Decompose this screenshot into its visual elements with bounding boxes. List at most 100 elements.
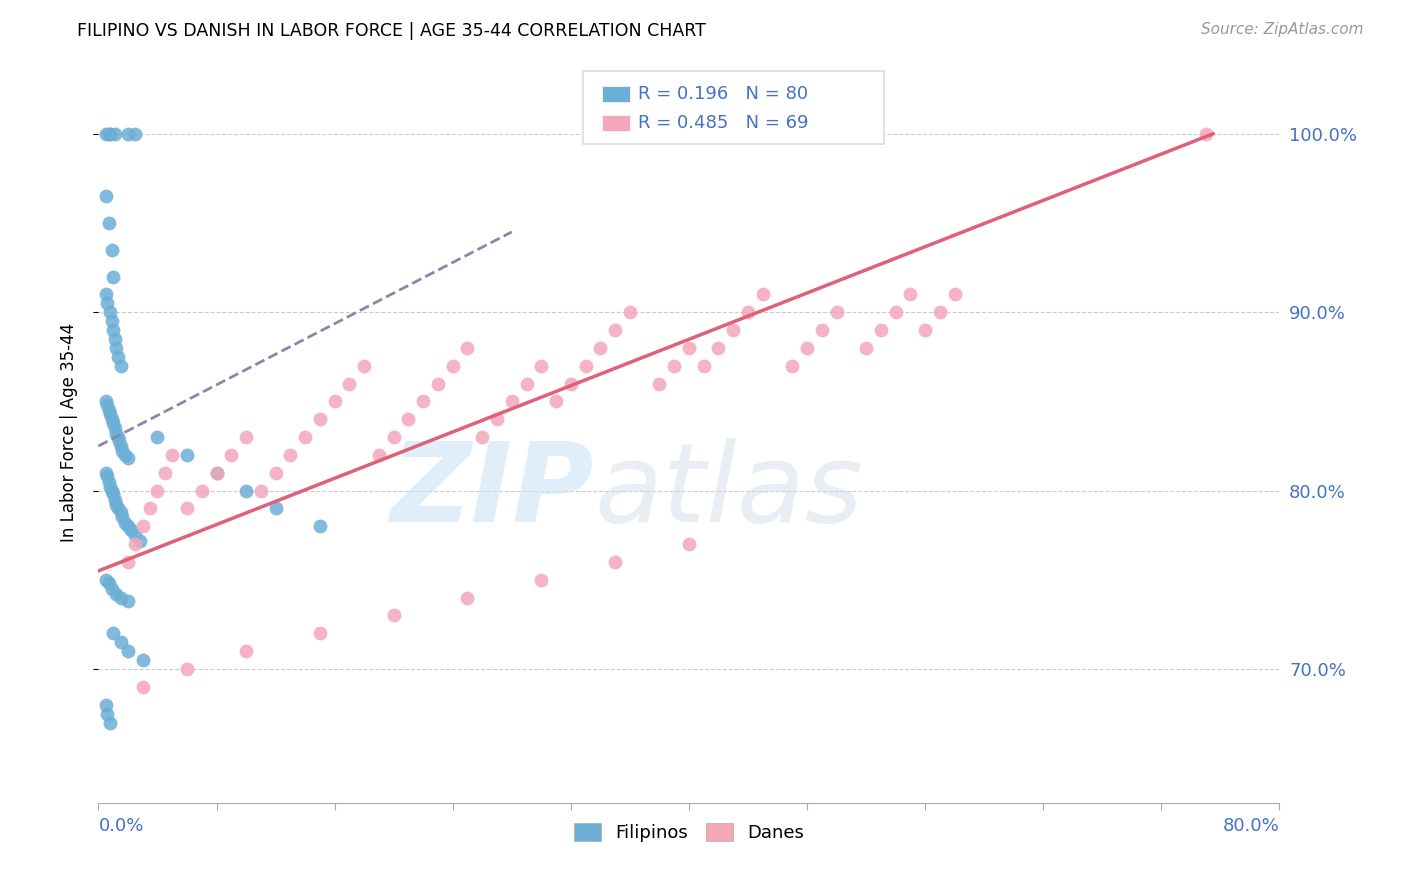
Point xyxy=(855,341,877,355)
Point xyxy=(560,376,582,391)
Point xyxy=(176,662,198,676)
Point xyxy=(94,189,117,203)
Text: FILIPINO VS DANISH IN LABOR FORCE | AGE 35-44 CORRELATION CHART: FILIPINO VS DANISH IN LABOR FORCE | AGE … xyxy=(77,22,706,40)
Text: R = 0.485   N = 69: R = 0.485 N = 69 xyxy=(638,114,808,132)
Point xyxy=(124,528,146,542)
Point xyxy=(752,287,775,301)
Point xyxy=(96,706,118,721)
Point xyxy=(111,510,134,524)
Point xyxy=(235,644,257,658)
Legend: Filipinos, Danes: Filipinos, Danes xyxy=(567,816,811,849)
Point xyxy=(104,127,127,141)
Point xyxy=(605,555,627,569)
Point xyxy=(103,626,125,640)
Point xyxy=(221,448,243,462)
Point xyxy=(441,359,464,373)
Point xyxy=(96,469,118,483)
Point xyxy=(146,483,169,498)
Point xyxy=(162,448,183,462)
Point xyxy=(398,412,420,426)
Point xyxy=(693,359,716,373)
Point xyxy=(120,523,142,537)
Point xyxy=(124,537,146,551)
Point xyxy=(103,487,125,501)
Point xyxy=(264,501,287,516)
Point xyxy=(516,376,538,391)
Point xyxy=(94,127,117,141)
Point xyxy=(235,430,257,444)
Point xyxy=(97,475,120,489)
Point xyxy=(914,323,936,337)
Point xyxy=(132,653,155,667)
Point xyxy=(323,394,346,409)
Point xyxy=(191,483,214,498)
Point xyxy=(98,480,121,494)
Point xyxy=(110,359,132,373)
Point xyxy=(339,376,361,391)
Point xyxy=(103,416,125,430)
Point xyxy=(98,127,121,141)
Point xyxy=(146,430,169,444)
FancyBboxPatch shape xyxy=(582,71,884,144)
Point xyxy=(884,305,907,319)
Text: ZIP: ZIP xyxy=(391,438,595,545)
Point xyxy=(103,323,125,337)
Text: atlas: atlas xyxy=(595,438,863,545)
Point xyxy=(107,430,129,444)
Point xyxy=(176,501,198,516)
Point xyxy=(98,407,121,421)
Point xyxy=(110,505,132,519)
Point xyxy=(105,498,128,512)
Point xyxy=(723,323,745,337)
Point xyxy=(110,635,132,649)
Point xyxy=(96,296,118,310)
Point xyxy=(546,394,568,409)
Point xyxy=(117,519,139,533)
Point xyxy=(605,323,627,337)
Point xyxy=(97,403,120,417)
Point xyxy=(124,127,146,141)
Point xyxy=(943,287,966,301)
Point xyxy=(153,466,176,480)
Point xyxy=(309,626,332,640)
Text: Source: ZipAtlas.com: Source: ZipAtlas.com xyxy=(1201,22,1364,37)
Point xyxy=(117,127,139,141)
Point xyxy=(117,644,139,658)
Text: R = 0.196   N = 80: R = 0.196 N = 80 xyxy=(638,85,808,103)
Point xyxy=(94,394,117,409)
Point xyxy=(294,430,316,444)
Point xyxy=(205,466,228,480)
FancyBboxPatch shape xyxy=(602,86,630,102)
Point xyxy=(309,519,332,533)
Point xyxy=(250,483,273,498)
Point xyxy=(94,466,117,480)
Point xyxy=(900,287,922,301)
Point xyxy=(782,359,804,373)
Point xyxy=(619,305,641,319)
Point xyxy=(97,576,120,591)
Point xyxy=(264,466,287,480)
Point xyxy=(104,421,127,435)
Point xyxy=(368,448,391,462)
Point xyxy=(96,398,118,412)
Point xyxy=(94,698,117,712)
Point xyxy=(114,448,136,462)
Point xyxy=(486,412,509,426)
Point xyxy=(94,287,117,301)
Point xyxy=(98,305,121,319)
Point xyxy=(100,483,122,498)
Point xyxy=(128,533,150,548)
Point xyxy=(103,269,125,284)
Point xyxy=(501,394,523,409)
Point xyxy=(471,430,494,444)
Point xyxy=(94,573,117,587)
FancyBboxPatch shape xyxy=(602,115,630,131)
Point xyxy=(117,594,139,608)
Point xyxy=(105,426,128,441)
Point xyxy=(457,341,479,355)
Point xyxy=(110,591,132,605)
Point xyxy=(382,430,405,444)
Point xyxy=(810,323,832,337)
Point xyxy=(104,332,127,346)
Point xyxy=(97,127,120,141)
